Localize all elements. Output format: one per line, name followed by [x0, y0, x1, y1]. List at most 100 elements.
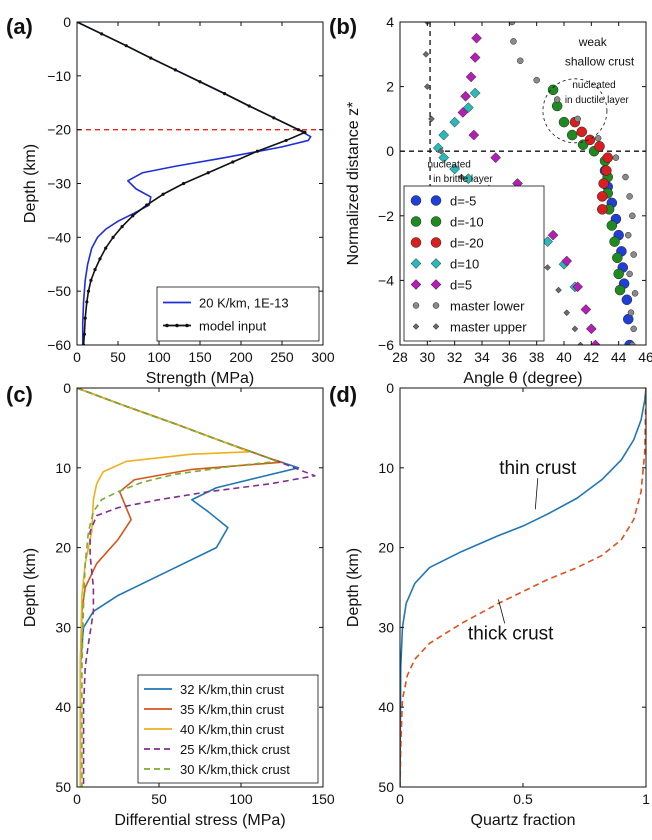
data-point [457, 107, 469, 118]
data-point [469, 52, 481, 63]
y-tick-label: 20 [378, 540, 394, 556]
data-point [120, 224, 124, 229]
callout-ellipse [542, 78, 608, 144]
annotation: in ductile layer [565, 95, 630, 106]
data-point [629, 341, 636, 345]
data-point [255, 149, 259, 153]
data-point [85, 300, 89, 304]
data-point [460, 90, 471, 102]
data-point [111, 235, 115, 239]
data-point [231, 160, 235, 164]
series-d-20 [569, 116, 613, 215]
data-point [547, 84, 559, 96]
data-point [471, 32, 482, 44]
data-point [104, 246, 108, 250]
legend-label: 35 K/km,thin crust [180, 702, 284, 717]
legend-marker [410, 195, 422, 206]
x-axis-label: Quartz fraction [471, 812, 576, 829]
plot-area [77, 388, 316, 787]
data-point [198, 80, 202, 84]
data-point [561, 255, 573, 267]
legend-marker [165, 323, 169, 328]
legend-marker [432, 323, 440, 330]
plot-area [77, 22, 323, 345]
legend-marker [430, 195, 442, 206]
x-tick-label: 150 [188, 349, 212, 365]
data-point [303, 130, 307, 134]
y-tick-label: 50 [55, 779, 71, 795]
annotation: shallow crust [565, 55, 635, 69]
x-tick-label: 30 [420, 349, 436, 365]
legend-box [156, 286, 320, 342]
data-point [558, 116, 570, 128]
data-point [438, 152, 450, 164]
legend: 20 K/km, 1E-13 model input [156, 286, 320, 342]
y-tick-label: 0 [386, 143, 394, 159]
data-point [296, 128, 300, 132]
data-point [566, 129, 578, 141]
y-tick-label: −10 [47, 68, 71, 84]
data-point [571, 325, 579, 333]
data-point [584, 134, 596, 146]
x-tick-label: 46 [638, 349, 652, 365]
data-point [613, 268, 624, 280]
y-tick-label: 40 [55, 699, 71, 715]
x-tick-label: 50 [110, 349, 126, 365]
legend-marker [410, 237, 422, 248]
data-point [577, 341, 584, 345]
legend-label: master lower [450, 299, 525, 314]
data-point [490, 152, 502, 164]
data-point [98, 257, 102, 261]
data-point [614, 284, 626, 296]
data-point [149, 56, 153, 60]
series-master-lower [508, 22, 639, 345]
data-point [597, 191, 608, 202]
data-point [284, 138, 288, 143]
axes-frame [76, 387, 324, 788]
data-point [449, 163, 461, 175]
data-point [247, 104, 251, 108]
y-tick-label: −4 [378, 272, 394, 288]
x-tick-label: 40 [556, 349, 572, 365]
legend-marker [410, 279, 422, 290]
data-point [93, 268, 97, 272]
data-point [580, 304, 592, 315]
x-tick-label: 34 [474, 349, 490, 365]
data-point [590, 339, 601, 345]
y-tick-label: 30 [378, 619, 394, 635]
legend-label: d=-5 [450, 194, 476, 209]
x-tick-label: 0 [396, 791, 404, 807]
legend-marker [175, 323, 179, 328]
legend-label: d=-10 [450, 215, 484, 230]
annotation: in brittle layer [433, 174, 493, 185]
chart-panel-a: 0 50 100 150 200 250 300 0 −10 −20 −30 −40 −50 −60 Str… [6, 14, 335, 387]
x-tick-label: 36 [502, 349, 518, 365]
panel-label: (c) [6, 382, 33, 407]
series-25-k-km-thick-crust-line [77, 388, 316, 787]
x-tick-label: 250 [270, 349, 294, 365]
y-axis-label: Depth (km) [22, 144, 39, 223]
legend-label: 40 K/km,thin crust [180, 722, 284, 737]
legend-label: d=10 [450, 257, 479, 272]
x-tick-label: 0 [73, 349, 81, 365]
y-tick-label: 50 [378, 779, 394, 795]
y-axis-label: Depth (km) [345, 548, 362, 627]
legend-marker [410, 216, 422, 227]
data-point [563, 309, 571, 317]
legend-marker [430, 258, 442, 269]
y-tick-label: 0 [386, 380, 394, 396]
y-tick-label: 2 [386, 79, 394, 95]
data-point [612, 154, 620, 161]
data-point [555, 286, 562, 294]
series-30-k-km-thick-crust-line [77, 388, 278, 787]
y-tick-label: 10 [378, 460, 394, 476]
data-point [585, 323, 597, 335]
data-point [594, 135, 602, 142]
data-point [510, 38, 517, 45]
data-point [576, 126, 588, 138]
legend-marker [410, 258, 422, 269]
